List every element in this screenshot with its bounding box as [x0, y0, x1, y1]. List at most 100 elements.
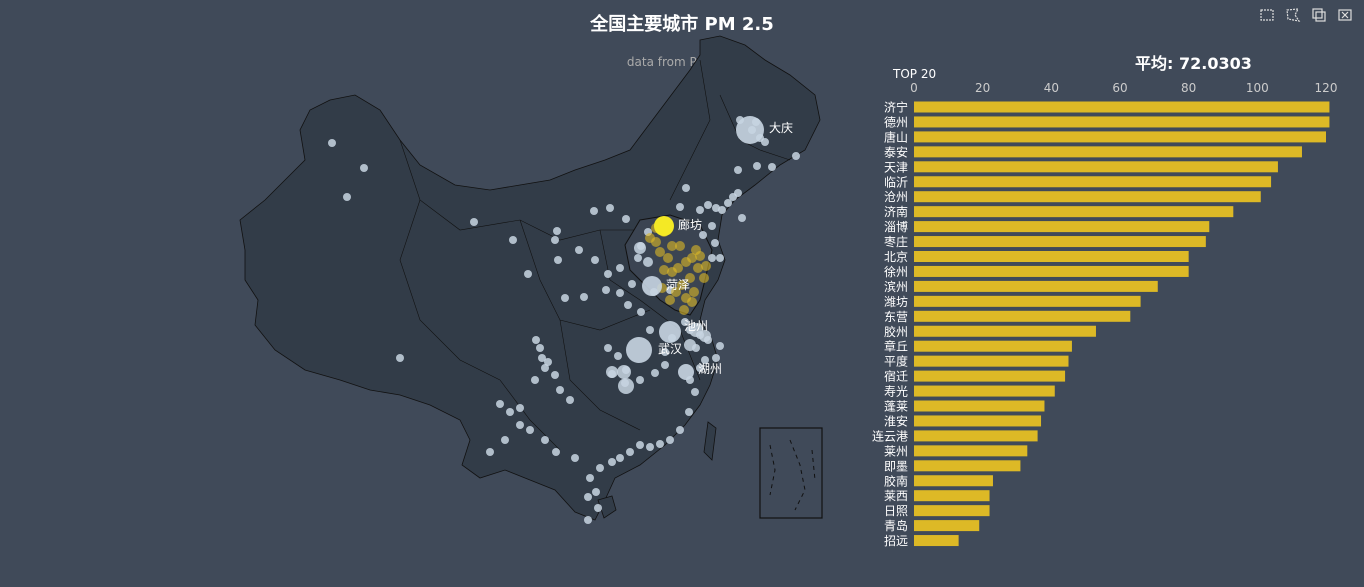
scatter-point[interactable] [622, 215, 630, 223]
scatter-point[interactable] [753, 162, 761, 170]
scatter-point[interactable] [701, 356, 709, 364]
scatter-point[interactable] [536, 344, 544, 352]
scatter-point[interactable] [734, 166, 742, 174]
scatter-point-selected[interactable] [651, 237, 661, 247]
scatter-point[interactable] [616, 289, 624, 297]
scatter-point[interactable] [608, 458, 616, 466]
bar[interactable] [914, 265, 1189, 277]
scatter-point[interactable] [544, 358, 552, 366]
scatter-point-selected[interactable] [677, 280, 687, 290]
scatter-point[interactable] [516, 404, 524, 412]
bar[interactable] [914, 101, 1330, 113]
scatter-point[interactable] [696, 364, 704, 372]
scatter-point[interactable] [628, 280, 636, 288]
scatter-point-selected[interactable] [689, 287, 699, 297]
scatter-point[interactable] [541, 364, 549, 372]
scatter-point[interactable] [580, 293, 588, 301]
bar[interactable] [914, 325, 1096, 337]
scatter-point[interactable] [712, 354, 720, 362]
scatter-point[interactable] [606, 204, 614, 212]
scatter-point-selected[interactable] [671, 287, 681, 297]
scatter-point[interactable] [716, 254, 724, 262]
bar[interactable] [914, 340, 1072, 352]
scatter-point[interactable] [343, 193, 351, 201]
bar[interactable] [914, 370, 1066, 382]
scatter-point[interactable] [699, 330, 711, 342]
scatter-point-selected[interactable] [687, 297, 697, 307]
scatter-point[interactable] [531, 376, 539, 384]
bar[interactable] [914, 295, 1141, 307]
scatter-point[interactable] [681, 318, 689, 326]
scatter-point[interactable] [614, 352, 622, 360]
scatter-point-selected[interactable] [673, 263, 683, 273]
scatter-point[interactable] [626, 448, 634, 456]
scatter-point[interactable] [561, 294, 569, 302]
scatter-point-selected[interactable] [667, 241, 677, 251]
scatter-point[interactable] [666, 436, 674, 444]
scatter-point[interactable] [556, 386, 564, 394]
scatter-point[interactable] [634, 254, 642, 262]
scatter-point[interactable] [328, 139, 336, 147]
scatter-point-labeled[interactable] [626, 337, 652, 363]
scatter-point[interactable] [592, 488, 600, 496]
scatter-point-labeled[interactable] [659, 321, 681, 343]
scatter-point[interactable] [360, 164, 368, 172]
scatter-point[interactable] [604, 270, 612, 278]
scatter-point[interactable] [616, 454, 624, 462]
scatter-point[interactable] [524, 270, 532, 278]
scatter-point[interactable] [551, 371, 559, 379]
bar[interactable] [914, 131, 1326, 143]
scatter-point[interactable] [661, 348, 669, 356]
bar[interactable] [914, 475, 993, 487]
bar[interactable] [914, 415, 1042, 427]
scatter-point[interactable] [637, 308, 645, 316]
scatter-point[interactable] [689, 323, 703, 337]
clear-selection-icon[interactable] [1336, 6, 1354, 24]
bar[interactable] [914, 206, 1234, 218]
scatter-point[interactable] [682, 184, 690, 192]
scatter-point[interactable] [634, 242, 646, 254]
bar[interactable] [914, 146, 1302, 158]
scatter-point[interactable] [590, 207, 598, 215]
scatter-point[interactable] [646, 326, 654, 334]
scatter-point[interactable] [526, 426, 534, 434]
scatter-point-selected[interactable] [663, 253, 673, 263]
bar[interactable] [914, 490, 990, 502]
bar[interactable] [914, 176, 1272, 188]
scatter-point[interactable] [618, 378, 634, 394]
scatter-point[interactable] [734, 189, 742, 197]
rect-select-icon[interactable] [1258, 6, 1276, 24]
scatter-point[interactable] [606, 366, 618, 378]
scatter-point[interactable] [768, 163, 776, 171]
scatter-point[interactable] [643, 257, 653, 267]
scatter-point[interactable] [584, 516, 592, 524]
scatter-point[interactable] [646, 443, 654, 451]
scatter-point[interactable] [551, 236, 559, 244]
scatter-point[interactable] [685, 408, 693, 416]
scatter-point-selected[interactable] [665, 295, 675, 305]
scatter-point-selected[interactable] [685, 273, 695, 283]
scatter-point-labeled[interactable] [654, 216, 674, 236]
scatter-point[interactable] [396, 354, 404, 362]
scatter-point[interactable] [541, 436, 549, 444]
bar[interactable] [914, 385, 1055, 397]
scatter-point[interactable] [532, 336, 540, 344]
scatter-point[interactable] [704, 201, 712, 209]
scatter-point[interactable] [470, 218, 478, 226]
scatter-point[interactable] [596, 464, 604, 472]
scatter-point[interactable] [708, 254, 716, 262]
scatter-point[interactable] [538, 354, 546, 362]
scatter-point[interactable] [676, 203, 684, 211]
keep-selection-icon[interactable] [1310, 6, 1328, 24]
scatter-point-labeled[interactable] [736, 116, 764, 144]
bar[interactable] [914, 310, 1131, 322]
scatter-point[interactable] [696, 206, 704, 214]
scatter-point-selected[interactable] [691, 245, 701, 255]
scatter-point[interactable] [571, 454, 579, 462]
scatter-point-selected[interactable] [701, 261, 711, 271]
bar[interactable] [914, 116, 1330, 128]
bar[interactable] [914, 520, 980, 532]
scatter-point[interactable] [591, 256, 599, 264]
scatter-point[interactable] [636, 376, 644, 384]
scatter-point[interactable] [699, 231, 707, 239]
